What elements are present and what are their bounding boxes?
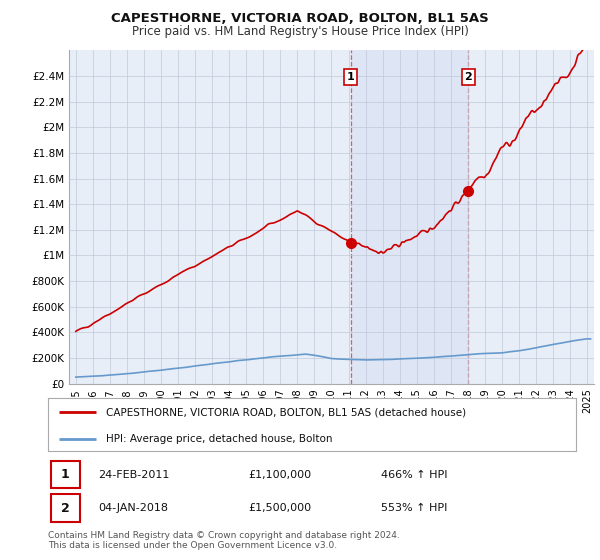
Text: £1,500,000: £1,500,000: [248, 503, 312, 513]
Text: 2: 2: [464, 72, 472, 82]
Text: 466% ↑ HPI: 466% ↑ HPI: [380, 470, 447, 479]
Text: Price paid vs. HM Land Registry's House Price Index (HPI): Price paid vs. HM Land Registry's House …: [131, 25, 469, 38]
Text: 1: 1: [61, 468, 70, 481]
Bar: [350, 50, 468, 384]
FancyBboxPatch shape: [50, 494, 80, 522]
Text: 553% ↑ HPI: 553% ↑ HPI: [380, 503, 447, 513]
Text: 2: 2: [61, 502, 70, 515]
Text: £1,100,000: £1,100,000: [248, 470, 312, 479]
Text: 1: 1: [347, 72, 355, 82]
FancyBboxPatch shape: [50, 461, 80, 488]
Text: CAPESTHORNE, VICTORIA ROAD, BOLTON, BL1 5AS (detached house): CAPESTHORNE, VICTORIA ROAD, BOLTON, BL1 …: [106, 408, 466, 418]
Text: 24-FEB-2011: 24-FEB-2011: [98, 470, 170, 479]
Text: Contains HM Land Registry data © Crown copyright and database right 2024.
This d: Contains HM Land Registry data © Crown c…: [48, 531, 400, 550]
Text: HPI: Average price, detached house, Bolton: HPI: Average price, detached house, Bolt…: [106, 434, 332, 444]
Text: 04-JAN-2018: 04-JAN-2018: [98, 503, 168, 513]
Text: CAPESTHORNE, VICTORIA ROAD, BOLTON, BL1 5AS: CAPESTHORNE, VICTORIA ROAD, BOLTON, BL1 …: [111, 12, 489, 25]
